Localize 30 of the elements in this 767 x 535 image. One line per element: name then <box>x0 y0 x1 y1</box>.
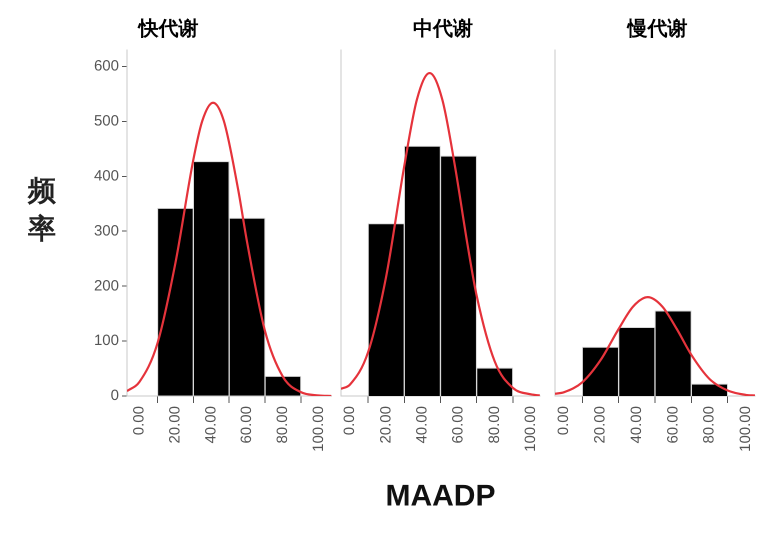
y-tick-label: 0 <box>110 387 119 404</box>
chart-title: 中代谢 <box>413 16 473 40</box>
x-tick-label: 80.00 <box>274 406 292 444</box>
y-tick-label: 200 <box>94 277 119 294</box>
y-axis-title: 频率 <box>28 173 57 247</box>
x-tick-label: 60.00 <box>450 406 467 444</box>
x-tick-label: 20.00 <box>592 406 609 444</box>
x-tick-label: 20.00 <box>166 406 184 444</box>
x-tick-label: 80.00 <box>486 406 503 444</box>
y-tick-label: 500 <box>94 112 119 130</box>
y-tick-label: 600 <box>94 58 119 75</box>
x-tick-label: 100.00 <box>310 406 327 452</box>
x-tick-label: 0.00 <box>341 406 358 436</box>
x-tick-label: 20.00 <box>377 406 394 444</box>
x-tick-label: 60.00 <box>238 406 256 444</box>
y-tick-label: 300 <box>94 222 119 240</box>
chart-title: 慢代谢 <box>626 16 688 40</box>
y-tick-label: 100 <box>94 332 119 350</box>
x-tick-label: 40.00 <box>628 406 645 444</box>
x-tick-label: 60.00 <box>664 406 682 444</box>
x-tick-label: 80.00 <box>700 406 718 444</box>
x-tick-label: 0.00 <box>130 406 148 436</box>
x-tick-label: 40.00 <box>202 406 220 444</box>
x-tick-label: 40.00 <box>414 406 431 444</box>
x-tick-label: 100.00 <box>737 406 754 452</box>
x-tick-label: 100.00 <box>522 406 540 452</box>
y-tick-label: 400 <box>94 167 119 184</box>
x-tick-label: 0.00 <box>555 406 572 436</box>
chart-title: 快代谢 <box>136 16 198 40</box>
x-axis-title: MAADP <box>385 479 496 512</box>
